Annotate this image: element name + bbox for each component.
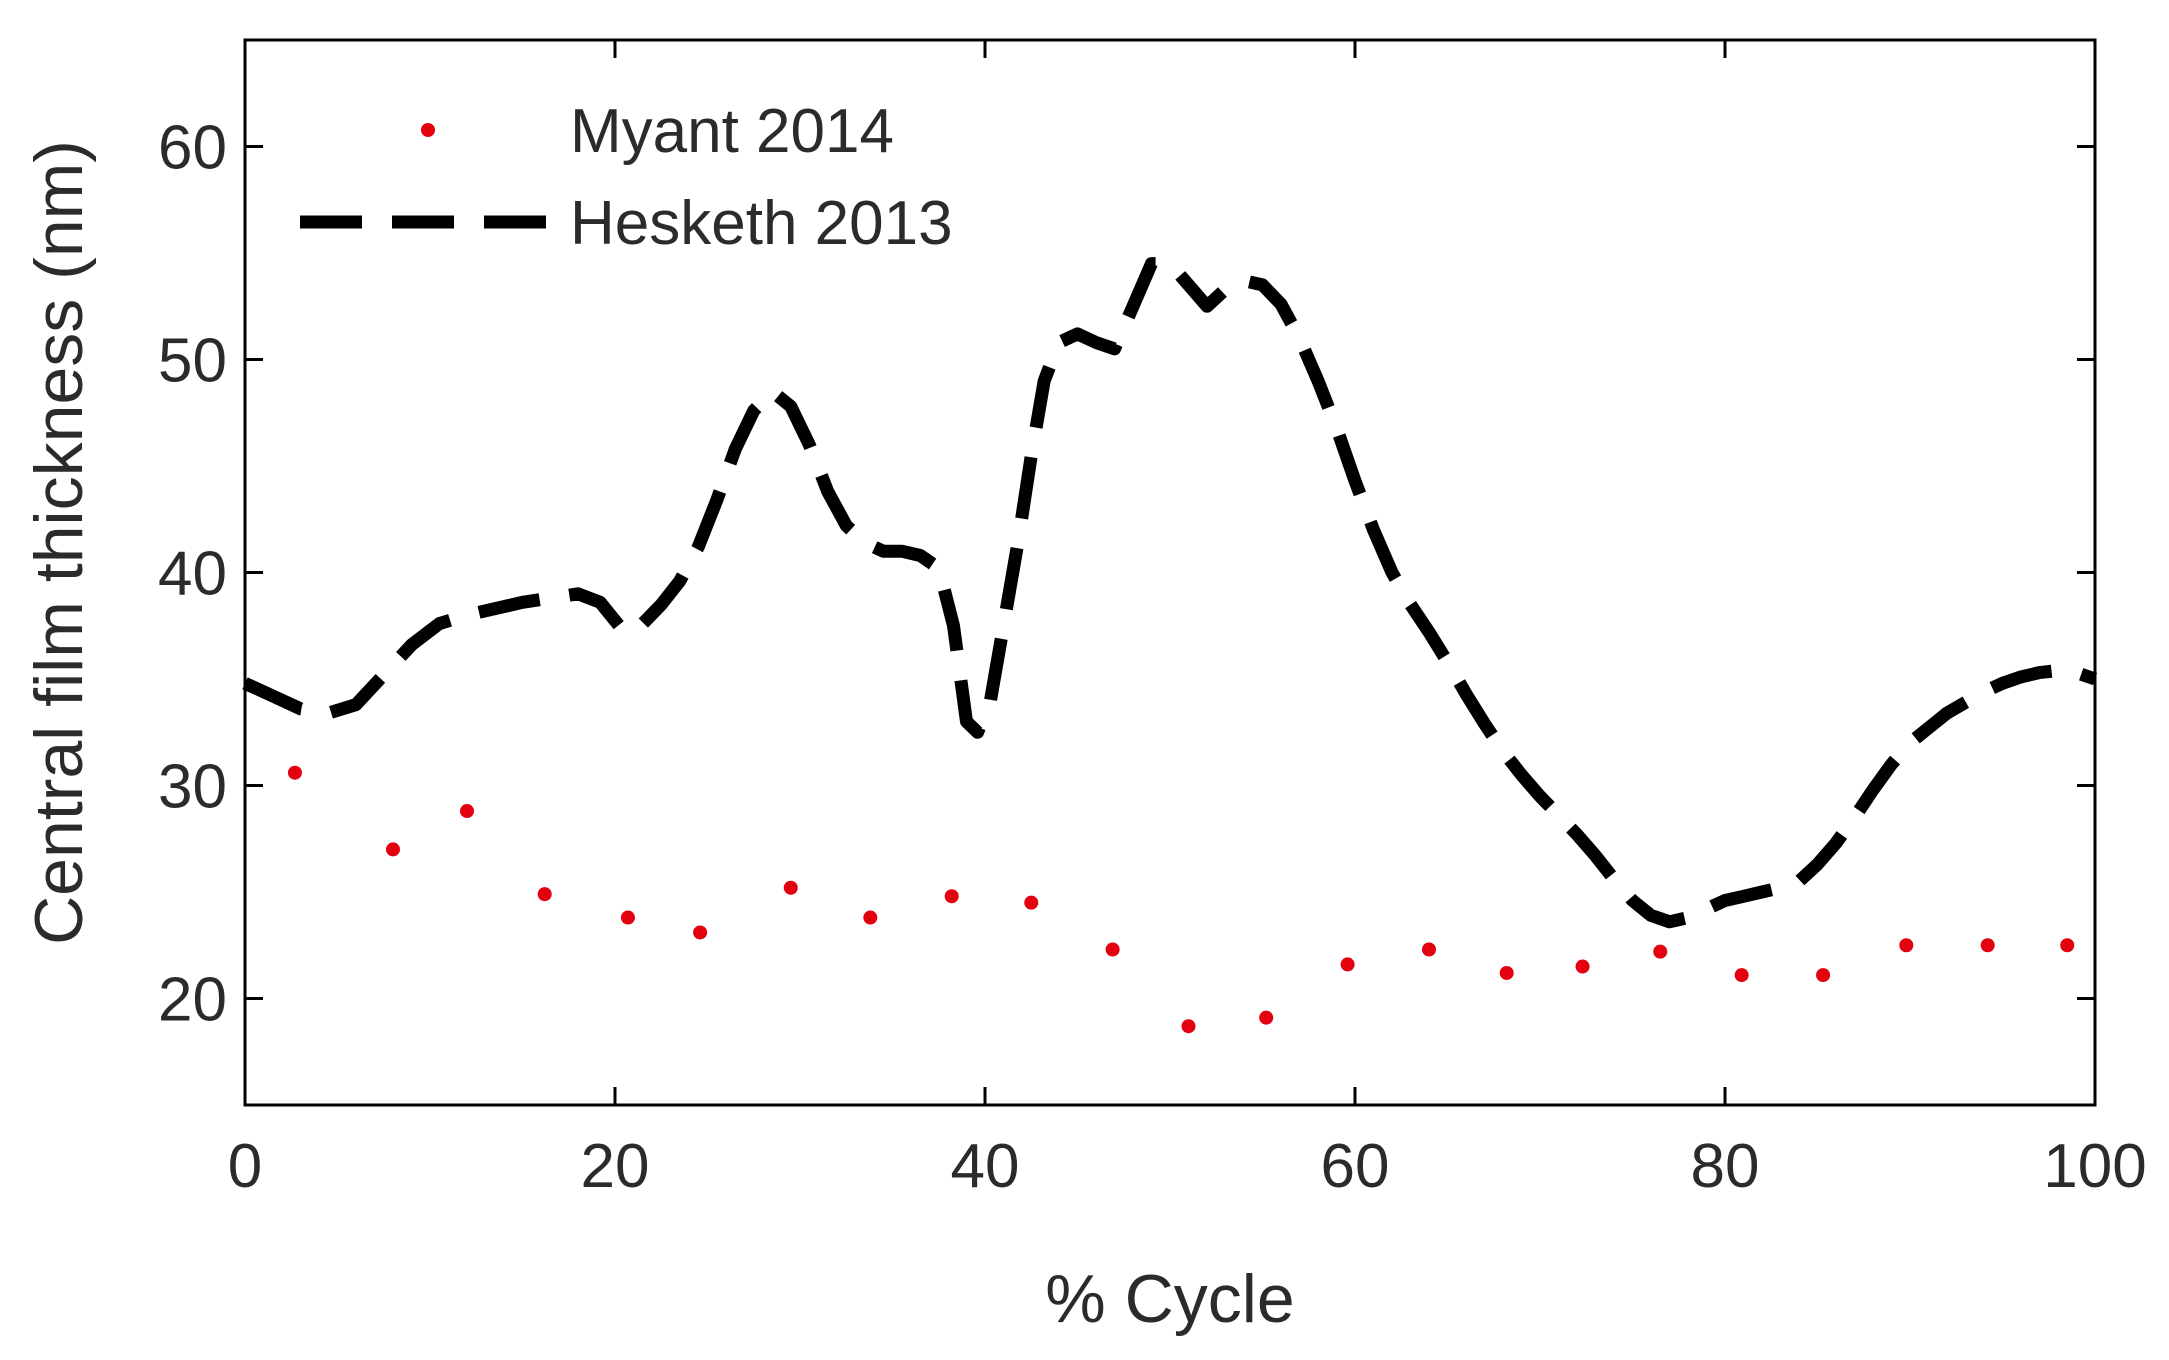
data-point-myant-2014 [693, 925, 708, 940]
data-point-myant-2014 [1499, 965, 1514, 980]
data-point-myant-2014 [620, 910, 635, 925]
data-point-myant-2014 [386, 842, 400, 857]
x-tick-label: 20 [581, 1132, 650, 1201]
plot-area [245, 40, 2095, 1105]
data-point-myant-2014 [1259, 1010, 1274, 1025]
data-point-myant-2014 [1816, 968, 1831, 983]
y-axis-title: Central film thickness (nm) [21, 140, 97, 945]
data-point-myant-2014 [944, 889, 959, 904]
data-point-myant-2014 [537, 887, 552, 902]
y-tick-label: 50 [158, 327, 227, 396]
x-axis-title: % Cycle [1045, 1261, 1294, 1337]
x-tick-label: 60 [1321, 1132, 1390, 1201]
series-line-hesketh-2013 [242, 257, 2098, 929]
data-point-myant-2014 [863, 910, 878, 925]
y-axis: 20 30 40 50 60 [158, 114, 2095, 1035]
data-point-myant-2014 [460, 804, 474, 819]
legend-swatch-myant-2014 [421, 123, 435, 137]
data-point-myant-2014 [783, 880, 798, 895]
data-point-myant-2014 [1105, 942, 1120, 957]
data-point-myant-2014 [1024, 895, 1039, 910]
y-tick-label: 20 [158, 966, 227, 1035]
data-point-myant-2014 [1734, 968, 1749, 983]
y-tick-label: 30 [158, 753, 227, 822]
data-point-myant-2014 [1653, 944, 1668, 959]
y-tick-label: 60 [158, 114, 227, 183]
data-point-myant-2014 [1899, 938, 1914, 953]
x-tick-label: 80 [1691, 1132, 1760, 1201]
data-point-myant-2014 [1980, 938, 1995, 953]
legend-label: Hesketh 2013 [570, 189, 953, 258]
data-point-myant-2014 [287, 765, 302, 780]
data-point-myant-2014 [1422, 942, 1436, 957]
data-point-myant-2014 [1181, 1019, 1196, 1034]
x-tick-label: 40 [951, 1132, 1020, 1201]
legend: Myant 2014 Hesketh 2013 [300, 97, 953, 258]
series-layer [242, 257, 2098, 1034]
data-point-myant-2014 [1340, 957, 1355, 972]
x-tick-label: 0 [228, 1132, 262, 1201]
legend-label: Myant 2014 [570, 97, 894, 166]
data-point-myant-2014 [2060, 938, 2075, 953]
plot-background [245, 40, 2095, 1105]
x-axis: 0 20 40 60 80 100 [228, 40, 2147, 1201]
x-tick-label: 100 [2043, 1132, 2146, 1201]
y-tick-label: 40 [158, 540, 227, 609]
data-point-myant-2014 [1575, 959, 1590, 974]
